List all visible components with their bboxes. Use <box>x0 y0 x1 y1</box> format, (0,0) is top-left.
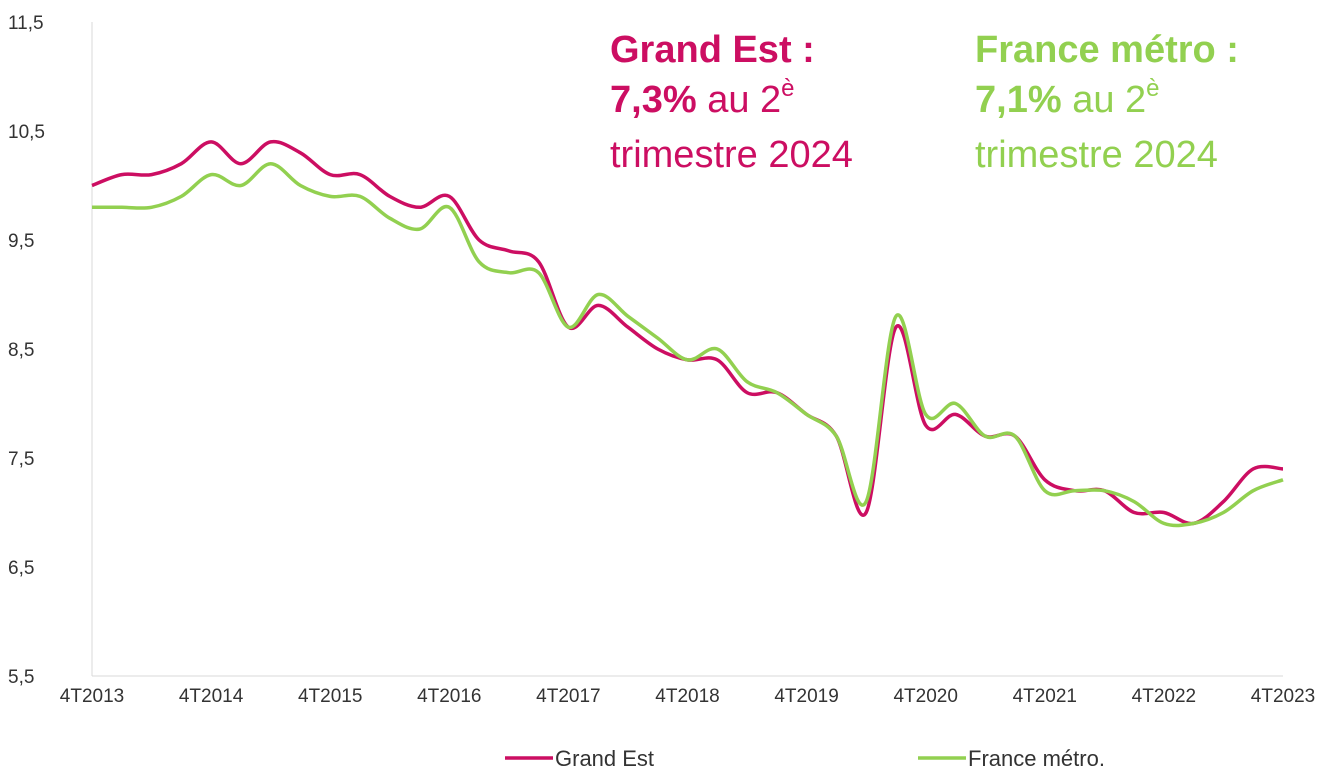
x-tick-label: 4T2020 <box>893 686 957 707</box>
y-tick-label: 11,5 <box>8 13 44 34</box>
x-tick-label: 4T2014 <box>179 686 244 707</box>
annotation-title: France métro : <box>975 29 1239 71</box>
y-tick-label: 8,5 <box>8 340 34 361</box>
legend-label: Grand Est <box>555 746 654 771</box>
x-tick-label: 4T2021 <box>1013 686 1077 707</box>
annotation-sup: è <box>781 75 794 102</box>
annotation-text2: trimestre 2024 <box>610 134 853 176</box>
x-tick-label: 4T2013 <box>60 686 124 707</box>
y-tick-label: 5,5 <box>8 667 34 688</box>
annotation-text2: trimestre 2024 <box>975 134 1218 176</box>
annotation-value: 7,3% <box>610 79 697 121</box>
y-tick-label: 6,5 <box>8 558 34 579</box>
y-tick-label: 10,5 <box>8 122 45 143</box>
annotation-sup: è <box>1146 75 1159 102</box>
x-tick-label: 4T2017 <box>536 686 600 707</box>
x-tick-label: 4T2023 <box>1251 686 1315 707</box>
annotation-title: Grand Est : <box>610 29 815 71</box>
annotation-text: au 2 <box>1072 79 1146 121</box>
x-tick-label: 4T2016 <box>417 686 481 707</box>
x-tick-label: 4T2022 <box>1132 686 1196 707</box>
x-tick-label: 4T2018 <box>655 686 719 707</box>
annotation-value: 7,1% <box>975 79 1062 121</box>
annotation-text: au 2 <box>707 79 781 121</box>
x-tick-label: 4T2015 <box>298 686 362 707</box>
legend-label: France métro. <box>968 746 1105 771</box>
annotation-value-line: 7,1% au 2è <box>975 75 1160 121</box>
series-line <box>91 139 1284 526</box>
x-tick-label: 4T2019 <box>774 686 838 707</box>
y-tick-label: 9,5 <box>8 231 34 252</box>
y-tick-label: 7,5 <box>8 449 34 470</box>
series-line <box>92 161 1284 528</box>
annotation-value-line: 7,3% au 2è <box>610 75 795 121</box>
